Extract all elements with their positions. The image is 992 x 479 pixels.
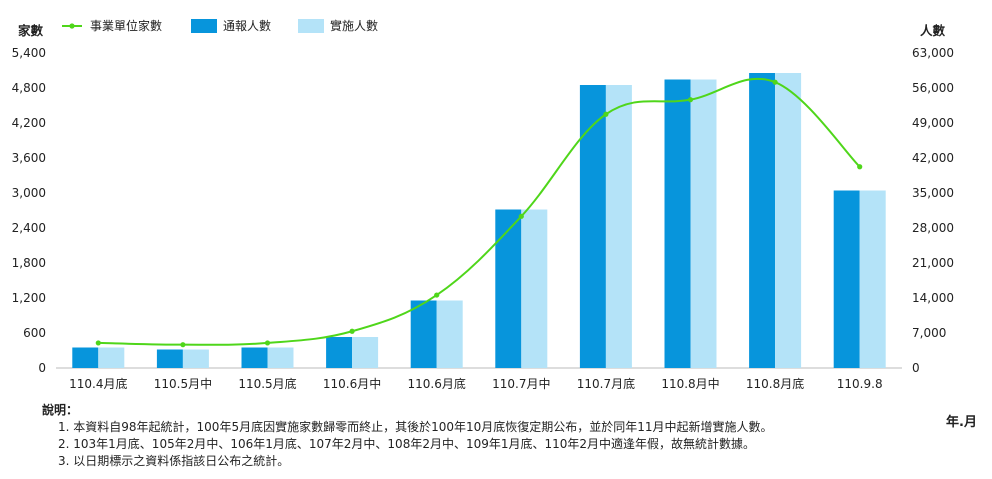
legend-label: 事業單位家數 bbox=[90, 18, 162, 33]
line-point bbox=[772, 79, 778, 85]
x-tick-label: 110.5月底 bbox=[238, 376, 296, 391]
line-series bbox=[95, 77, 863, 348]
bar-implemented bbox=[352, 337, 379, 368]
right-axis-ticks: 63,000 56,000 49,000 42,000 35,000 28,000 21,0… bbox=[912, 46, 954, 375]
left-axis-ticks: 5,400 4,800 4,200 3,600 3,000 2,400 1,800 1,200… bbox=[12, 46, 46, 375]
x-tick-label: 110.6月中 bbox=[323, 376, 381, 391]
bar-reported bbox=[749, 73, 776, 368]
right-tick-label: 21,000 bbox=[912, 256, 954, 270]
x-axis-title: 年.月 bbox=[946, 415, 977, 430]
note-item-1: 1. 本資料自98年起統計，100年5月底因實施家數歸零而終止，其後於100年1… bbox=[58, 420, 773, 434]
right-tick-label: 28,000 bbox=[912, 221, 954, 235]
bar-reported bbox=[410, 300, 437, 368]
bar-implemented bbox=[859, 190, 886, 368]
bar-reported bbox=[495, 209, 522, 368]
right-tick-label: 7,000 bbox=[912, 326, 946, 340]
bar-reported bbox=[241, 347, 268, 368]
right-tick-label: 42,000 bbox=[912, 151, 954, 165]
bar-reported bbox=[579, 85, 606, 368]
bar-implemented bbox=[98, 347, 125, 368]
bar-implemented bbox=[775, 73, 802, 368]
notes: 說明： 1. 本資料自98年起統計，100年5月底因實施家數歸零而終止，其後於1… bbox=[42, 402, 773, 470]
x-tick-label: 110.9.8 bbox=[837, 377, 883, 391]
legend-label: 實施人數 bbox=[330, 18, 378, 33]
legend-label: 通報人數 bbox=[223, 19, 271, 33]
x-tick-label: 110.4月底 bbox=[69, 376, 127, 391]
line-point bbox=[434, 292, 440, 298]
right-tick-label: 63,000 bbox=[912, 46, 954, 60]
x-tick-label: 110.8月底 bbox=[746, 376, 804, 391]
right-tick-label: 14,000 bbox=[912, 291, 954, 305]
left-tick-label: 600 bbox=[23, 326, 46, 340]
right-tick-label: 0 bbox=[912, 361, 920, 375]
bar-reported bbox=[664, 79, 691, 368]
bar-reported bbox=[156, 349, 183, 368]
left-tick-label: 3,000 bbox=[12, 186, 46, 200]
line-point bbox=[264, 340, 271, 346]
right-axis-title: 人數 bbox=[920, 23, 946, 38]
x-tick-label: 110.7月底 bbox=[577, 376, 635, 391]
combo-chart: 家數 人數 事業單位家數 通報人數 實施人數 5,400 4,800 4,200 3,60… bbox=[12, 18, 954, 391]
left-tick-label: 3,600 bbox=[12, 151, 46, 165]
x-tick-label: 110.5月中 bbox=[154, 376, 212, 391]
note-item-2: 2. 103年1月底、105年2月中、106年1月底、107年2月中、108年2… bbox=[58, 437, 756, 451]
legend-line-marker bbox=[69, 23, 75, 29]
legend-bar-swatch bbox=[191, 19, 217, 33]
bar-implemented bbox=[521, 209, 548, 368]
legend-bar-swatch bbox=[298, 19, 324, 33]
x-axis-ticks: 110.4月底 110.5月中 110.5月底 110.6月中 110.6月底 110.7… bbox=[69, 376, 882, 391]
bar-implemented bbox=[182, 349, 209, 368]
bar-implemented bbox=[605, 85, 632, 368]
bar-reported bbox=[326, 337, 353, 368]
line-point bbox=[180, 342, 186, 348]
line-point bbox=[857, 164, 863, 170]
x-tick-label: 110.6月底 bbox=[408, 376, 466, 391]
notes-heading: 說明： bbox=[42, 403, 79, 417]
right-tick-label: 49,000 bbox=[912, 116, 954, 130]
left-axis-title: 家數 bbox=[18, 23, 44, 38]
x-tick-label: 110.8月中 bbox=[661, 376, 719, 391]
establishments-line bbox=[98, 77, 861, 346]
right-tick-label: 35,000 bbox=[912, 186, 954, 200]
bar-implemented bbox=[690, 79, 717, 368]
line-point bbox=[349, 328, 355, 334]
right-tick-label: 56,000 bbox=[912, 81, 954, 95]
left-tick-label: 4,200 bbox=[12, 116, 46, 130]
left-tick-label: 1,800 bbox=[12, 256, 46, 270]
line-point bbox=[518, 213, 524, 219]
line-point bbox=[95, 340, 101, 346]
line-point bbox=[603, 111, 609, 117]
note-item-3: 3. 以日期標示之資料係指該日公布之統計。 bbox=[58, 454, 290, 468]
left-tick-label: 0 bbox=[38, 361, 46, 375]
left-tick-label: 1,200 bbox=[12, 291, 46, 305]
bars bbox=[72, 73, 886, 368]
x-tick-label: 110.7月中 bbox=[492, 376, 550, 391]
bar-implemented bbox=[436, 300, 463, 368]
line-point bbox=[687, 97, 694, 103]
left-tick-label: 2,400 bbox=[12, 221, 46, 235]
left-tick-label: 5,400 bbox=[12, 46, 46, 60]
legend: 事業單位家數 通報人數 實施人數 bbox=[62, 18, 378, 33]
bar-reported bbox=[833, 190, 860, 368]
left-tick-label: 4,800 bbox=[12, 81, 46, 95]
bar-implemented bbox=[267, 347, 294, 368]
bar-reported bbox=[72, 347, 99, 368]
